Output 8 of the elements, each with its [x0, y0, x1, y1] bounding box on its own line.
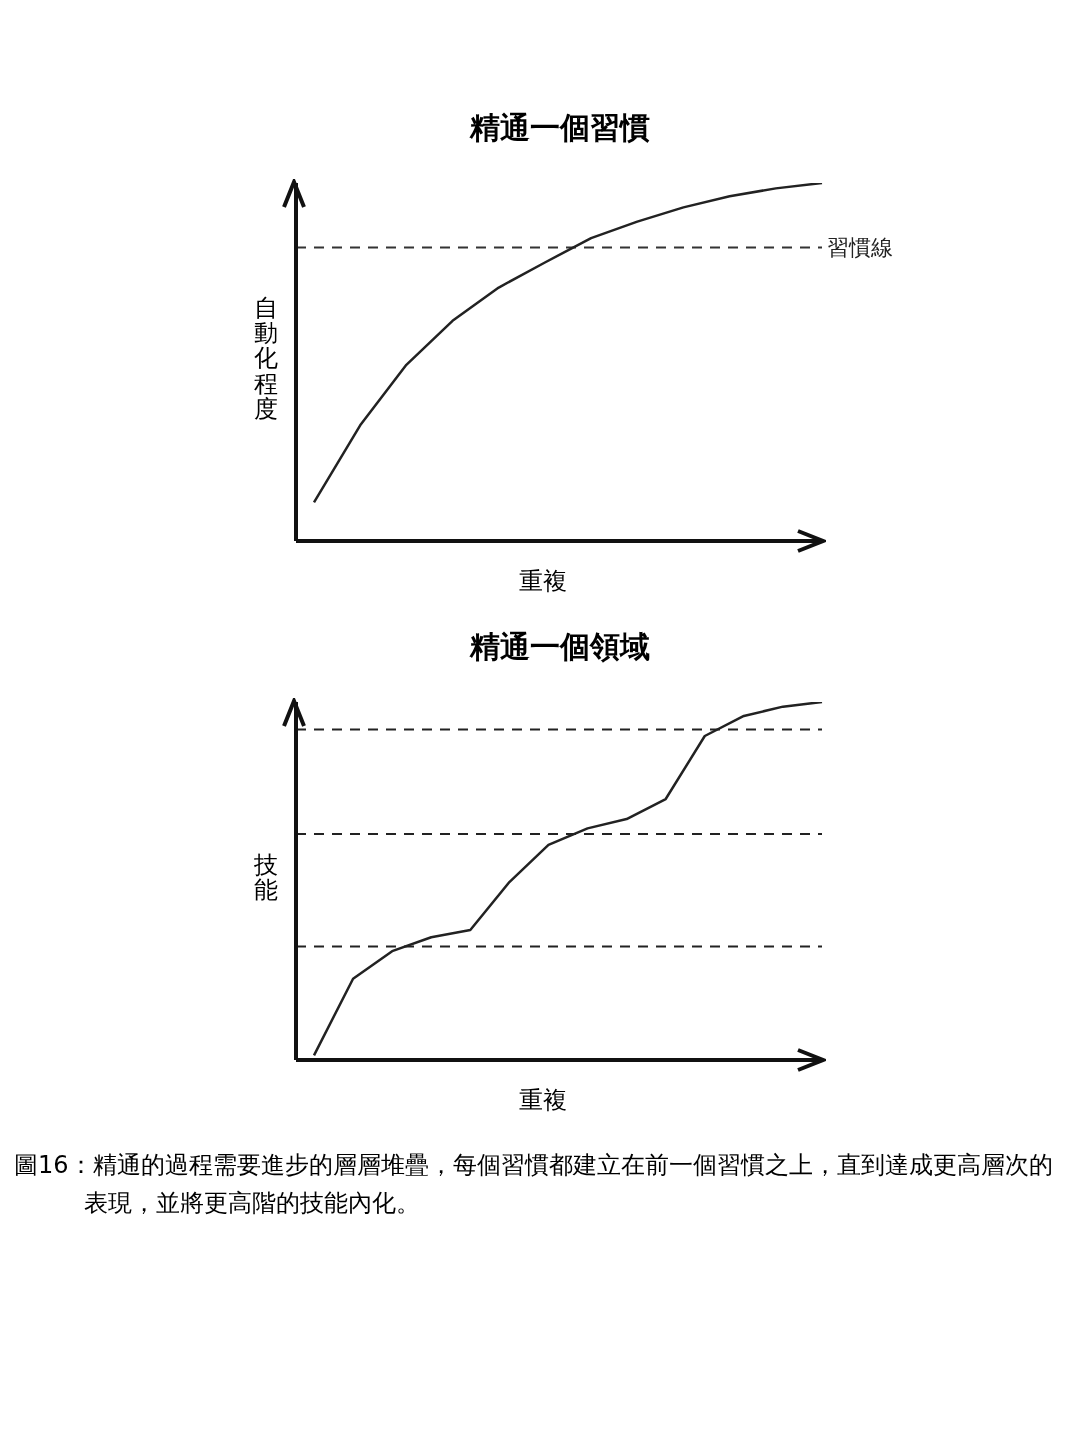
y-axis-title: 技能: [254, 850, 278, 904]
x-axis-title: 重複: [518, 1085, 568, 1116]
x-axis-title: 重複: [518, 566, 568, 597]
caption: 圖16：精通的過程需要進步的層層堆疊，每個習慣都建立在前一個習慣之上，直到達成更高層次的表現，並將更高階的技能內化。: [13, 1150, 1054, 1220]
chart-title: 精通一個習慣: [468, 109, 651, 147]
ref-line-label: 習慣線: [827, 235, 893, 261]
chart-title: 精通一個領域: [468, 628, 651, 666]
y-axis-title: 自動化程度: [254, 294, 278, 423]
